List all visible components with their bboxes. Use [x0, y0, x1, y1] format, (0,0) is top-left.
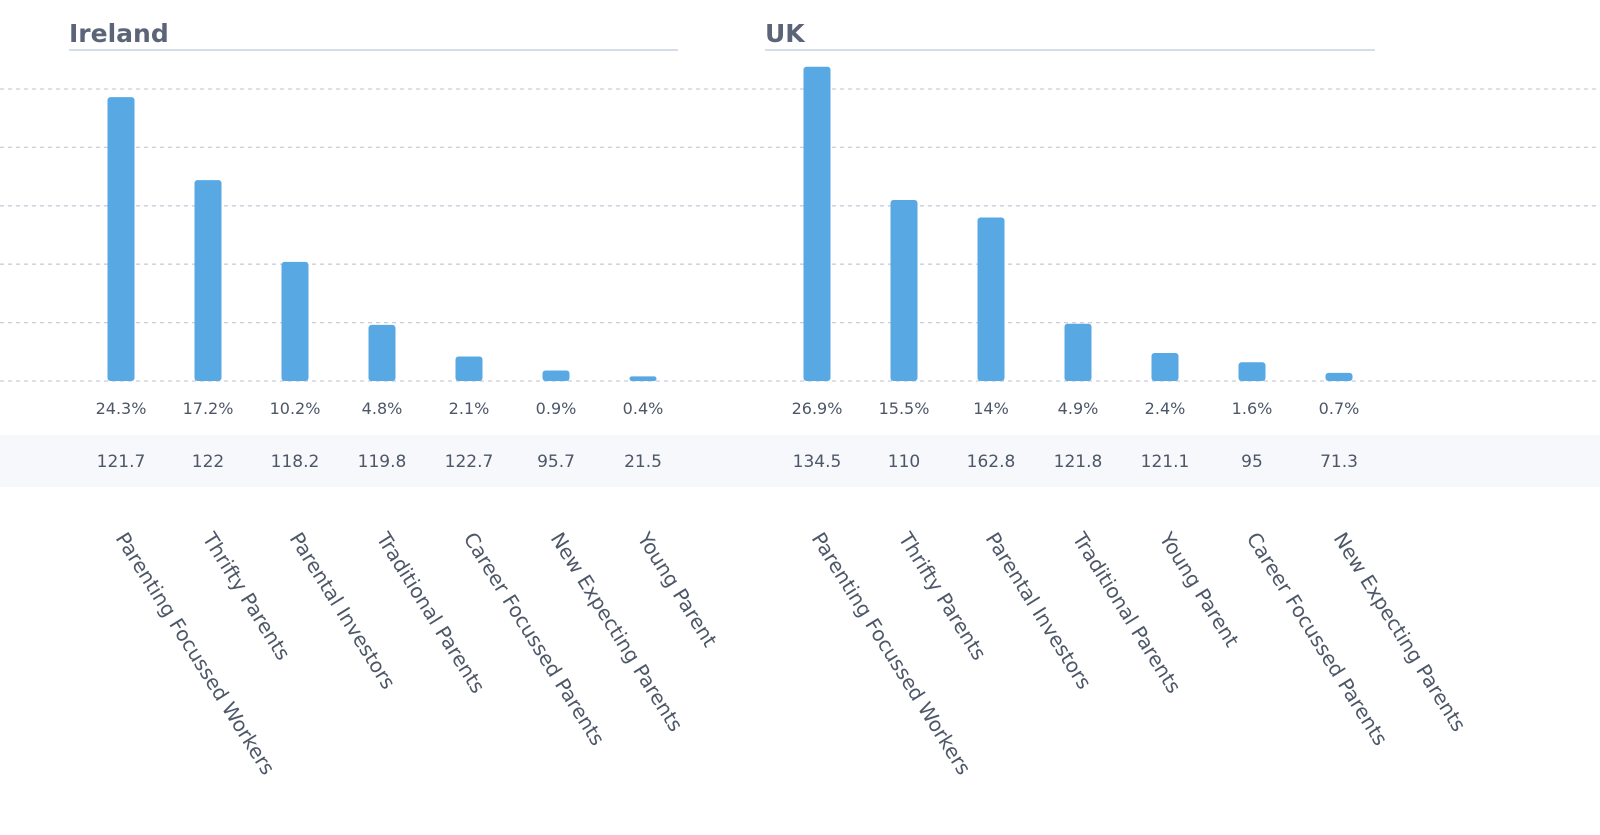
value-label: 0.9%	[536, 399, 577, 418]
index-band	[0, 435, 1600, 487]
bar	[107, 97, 135, 382]
value-label: 2.1%	[449, 399, 490, 418]
index-label: 95.7	[537, 452, 575, 472]
index-label: 162.8	[967, 452, 1016, 472]
ireland-panel: Ireland 24.3% 121.7 Parenting Focussed Wor…	[69, 19, 722, 779]
category-label: Parenting Focussed Workers	[111, 528, 280, 779]
value-label: 4.8%	[362, 399, 403, 418]
value-label: 1.6%	[1232, 399, 1273, 418]
bar	[1238, 362, 1266, 381]
category-label: Young Parent	[1154, 527, 1244, 651]
bar	[803, 66, 831, 382]
category-label: Thrifty Parents	[197, 527, 295, 664]
index-label: 122.7	[445, 452, 494, 472]
category-label: Parenting Focussed Workers	[807, 528, 976, 779]
panel-title: Ireland	[69, 19, 169, 48]
index-label: 122	[192, 452, 224, 472]
bar	[281, 261, 309, 381]
bar	[194, 180, 222, 381]
index-label: 21.5	[624, 452, 662, 472]
value-label: 14%	[973, 399, 1009, 418]
value-label: 0.7%	[1319, 399, 1360, 418]
value-label: 2.4%	[1145, 399, 1186, 418]
value-label: 17.2%	[183, 399, 234, 418]
index-label: 121.1	[1141, 452, 1190, 472]
index-label: 110	[888, 452, 920, 472]
index-label: 95	[1241, 452, 1263, 472]
category-label: Thrifty Parents	[893, 527, 991, 664]
index-label: 134.5	[793, 452, 842, 472]
index-label: 71.3	[1320, 452, 1358, 472]
bar	[1064, 323, 1092, 381]
gridlines	[0, 88, 1600, 382]
value-label: 15.5%	[879, 399, 930, 418]
value-label: 4.9%	[1058, 399, 1099, 418]
category-label: Young Parent	[632, 527, 722, 651]
index-label: 119.8	[358, 452, 407, 472]
uk-panel: UK 26.9% 134.5 Parenting Focussed Workers 1…	[765, 19, 1471, 779]
index-label: 121.8	[1054, 452, 1103, 472]
bar	[1325, 372, 1353, 381]
bar	[455, 356, 483, 381]
panel-title: UK	[765, 19, 806, 48]
bar	[368, 324, 396, 381]
value-label: 24.3%	[96, 399, 147, 418]
bar	[629, 376, 657, 381]
bar	[542, 370, 570, 381]
index-label: 121.7	[97, 452, 146, 472]
value-label: 10.2%	[270, 399, 321, 418]
index-label: 118.2	[271, 452, 320, 472]
bar	[977, 217, 1005, 381]
bar	[1151, 352, 1179, 381]
bar	[890, 199, 918, 381]
value-label: 0.4%	[623, 399, 664, 418]
value-label: 26.9%	[792, 399, 843, 418]
